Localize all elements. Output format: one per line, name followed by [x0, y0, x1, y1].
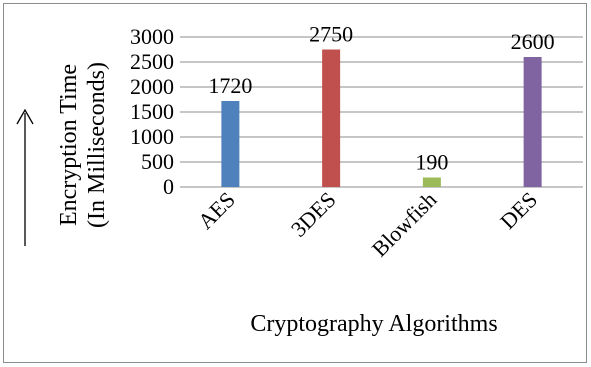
y-tick-label: 3000 — [130, 24, 174, 49]
bar-3des — [322, 49, 341, 187]
y-axis-title-line1: Encryption Time — [56, 64, 82, 226]
up-arrow-icon — [16, 108, 34, 246]
y-tick-label: 500 — [141, 149, 174, 174]
bar-des — [523, 57, 542, 187]
y-axis-title-line2: (In Milliseconds) — [84, 62, 110, 228]
chart-frame — [3, 3, 587, 363]
y-tick-label: 0 — [163, 174, 174, 199]
data-label: 2750 — [309, 22, 353, 47]
bar-blowfish — [422, 177, 441, 187]
y-tick-label: 2500 — [130, 49, 174, 74]
data-labels: 1720 2750 190 2600 — [208, 22, 554, 175]
x-tick-label: AES — [193, 187, 240, 234]
bar-aes — [221, 101, 240, 187]
x-tick-label: DES — [495, 187, 542, 234]
x-tick-label: Blowfish — [367, 187, 442, 262]
x-axis-title: Cryptography Algorithms — [250, 311, 497, 337]
y-tick-label: 1000 — [130, 124, 174, 149]
data-label: 190 — [415, 150, 448, 175]
data-label: 1720 — [208, 73, 252, 98]
bars — [221, 49, 542, 187]
y-tick-label: 1500 — [130, 99, 174, 124]
x-tick-label: 3DES — [286, 187, 341, 242]
x-tick-labels: AES 3DES Blowfish DES — [193, 187, 542, 262]
data-label: 2600 — [511, 29, 555, 54]
y-tick-label: 2000 — [130, 74, 174, 99]
gridlines — [180, 36, 583, 188]
